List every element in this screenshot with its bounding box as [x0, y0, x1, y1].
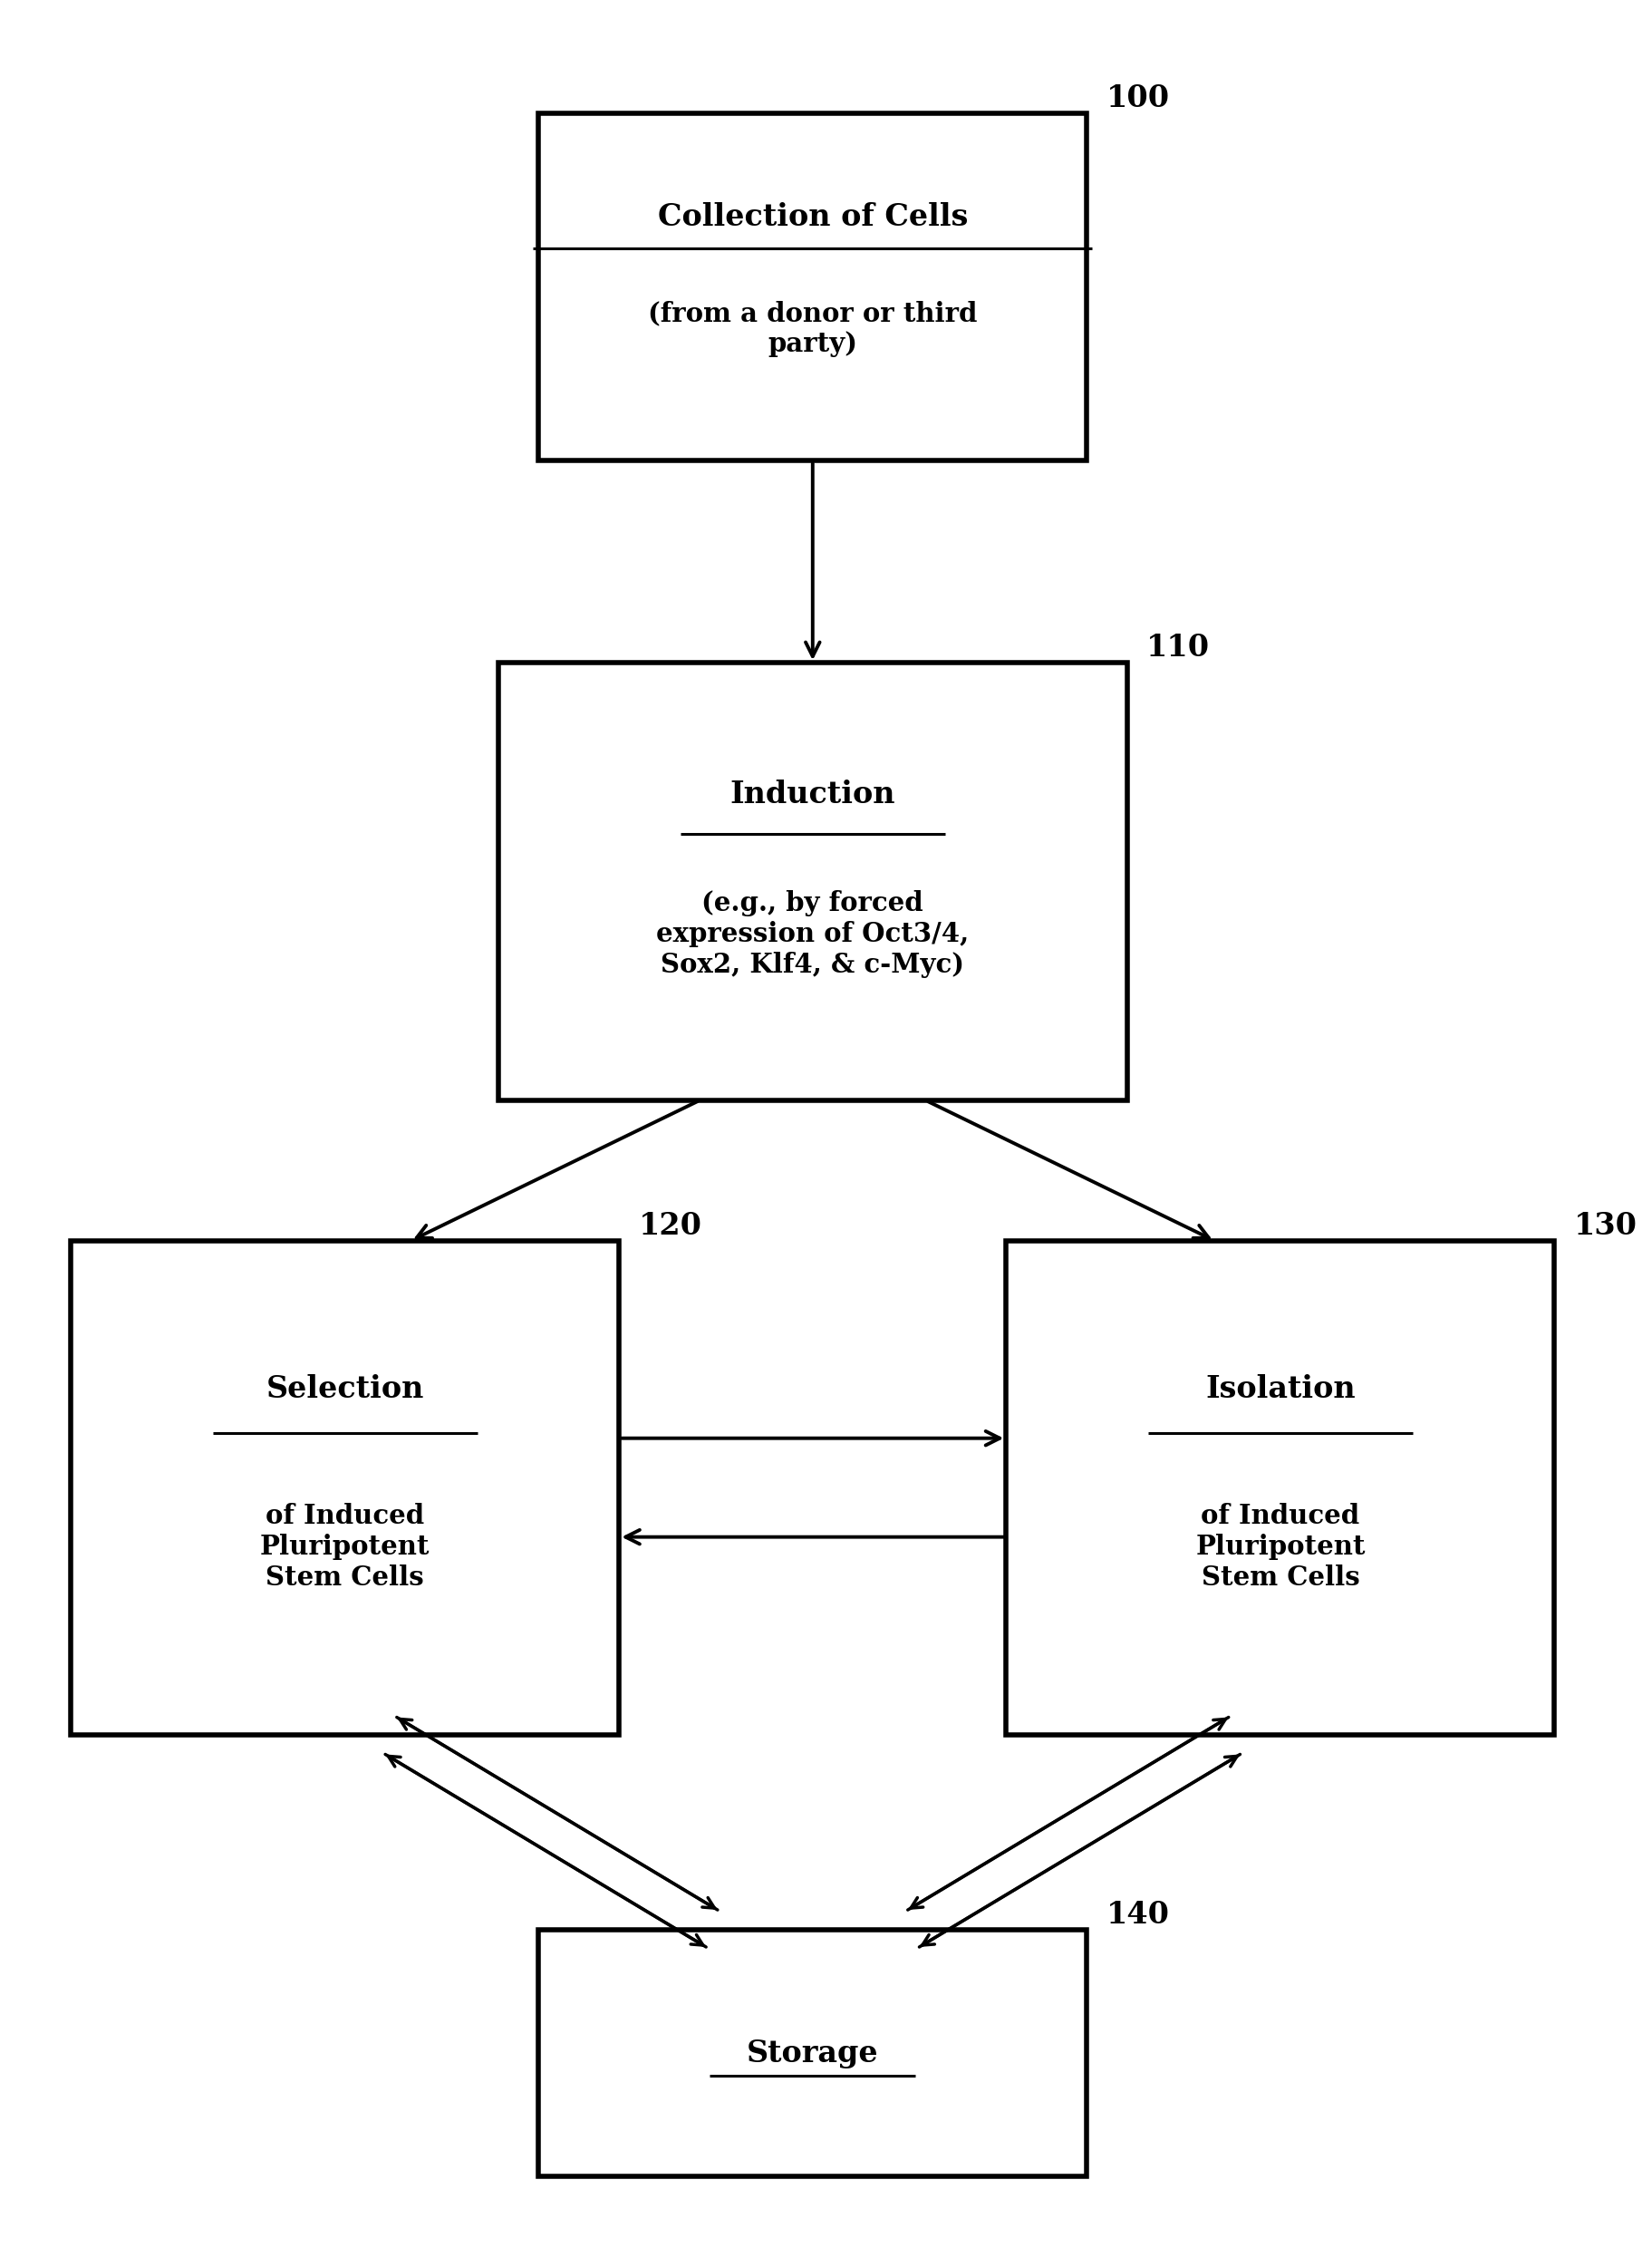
Text: Selection: Selection — [266, 1375, 425, 1404]
Text: Induction: Induction — [730, 779, 895, 808]
Text: Storage: Storage — [747, 2038, 879, 2067]
FancyBboxPatch shape — [71, 1241, 620, 1733]
FancyBboxPatch shape — [539, 113, 1087, 460]
Text: Collection of Cells: Collection of Cells — [657, 203, 968, 232]
Text: of Induced
Pluripotent
Stem Cells: of Induced Pluripotent Stem Cells — [1194, 1503, 1365, 1591]
FancyBboxPatch shape — [1006, 1241, 1553, 1733]
Text: 100: 100 — [1105, 84, 1170, 113]
Text: 120: 120 — [638, 1210, 702, 1241]
FancyBboxPatch shape — [539, 1930, 1087, 2176]
Text: (e.g., by forced
expression of Oct3/4,
Sox2, Klf4, & c-Myc): (e.g., by forced expression of Oct3/4, S… — [656, 892, 968, 977]
FancyBboxPatch shape — [497, 664, 1127, 1101]
Text: Isolation: Isolation — [1204, 1375, 1355, 1404]
Text: 140: 140 — [1105, 1900, 1170, 1930]
Text: (from a donor or third
party): (from a donor or third party) — [648, 300, 976, 357]
Text: of Induced
Pluripotent
Stem Cells: of Induced Pluripotent Stem Cells — [259, 1503, 430, 1591]
Text: 110: 110 — [1146, 632, 1209, 664]
Text: 130: 130 — [1573, 1210, 1637, 1241]
